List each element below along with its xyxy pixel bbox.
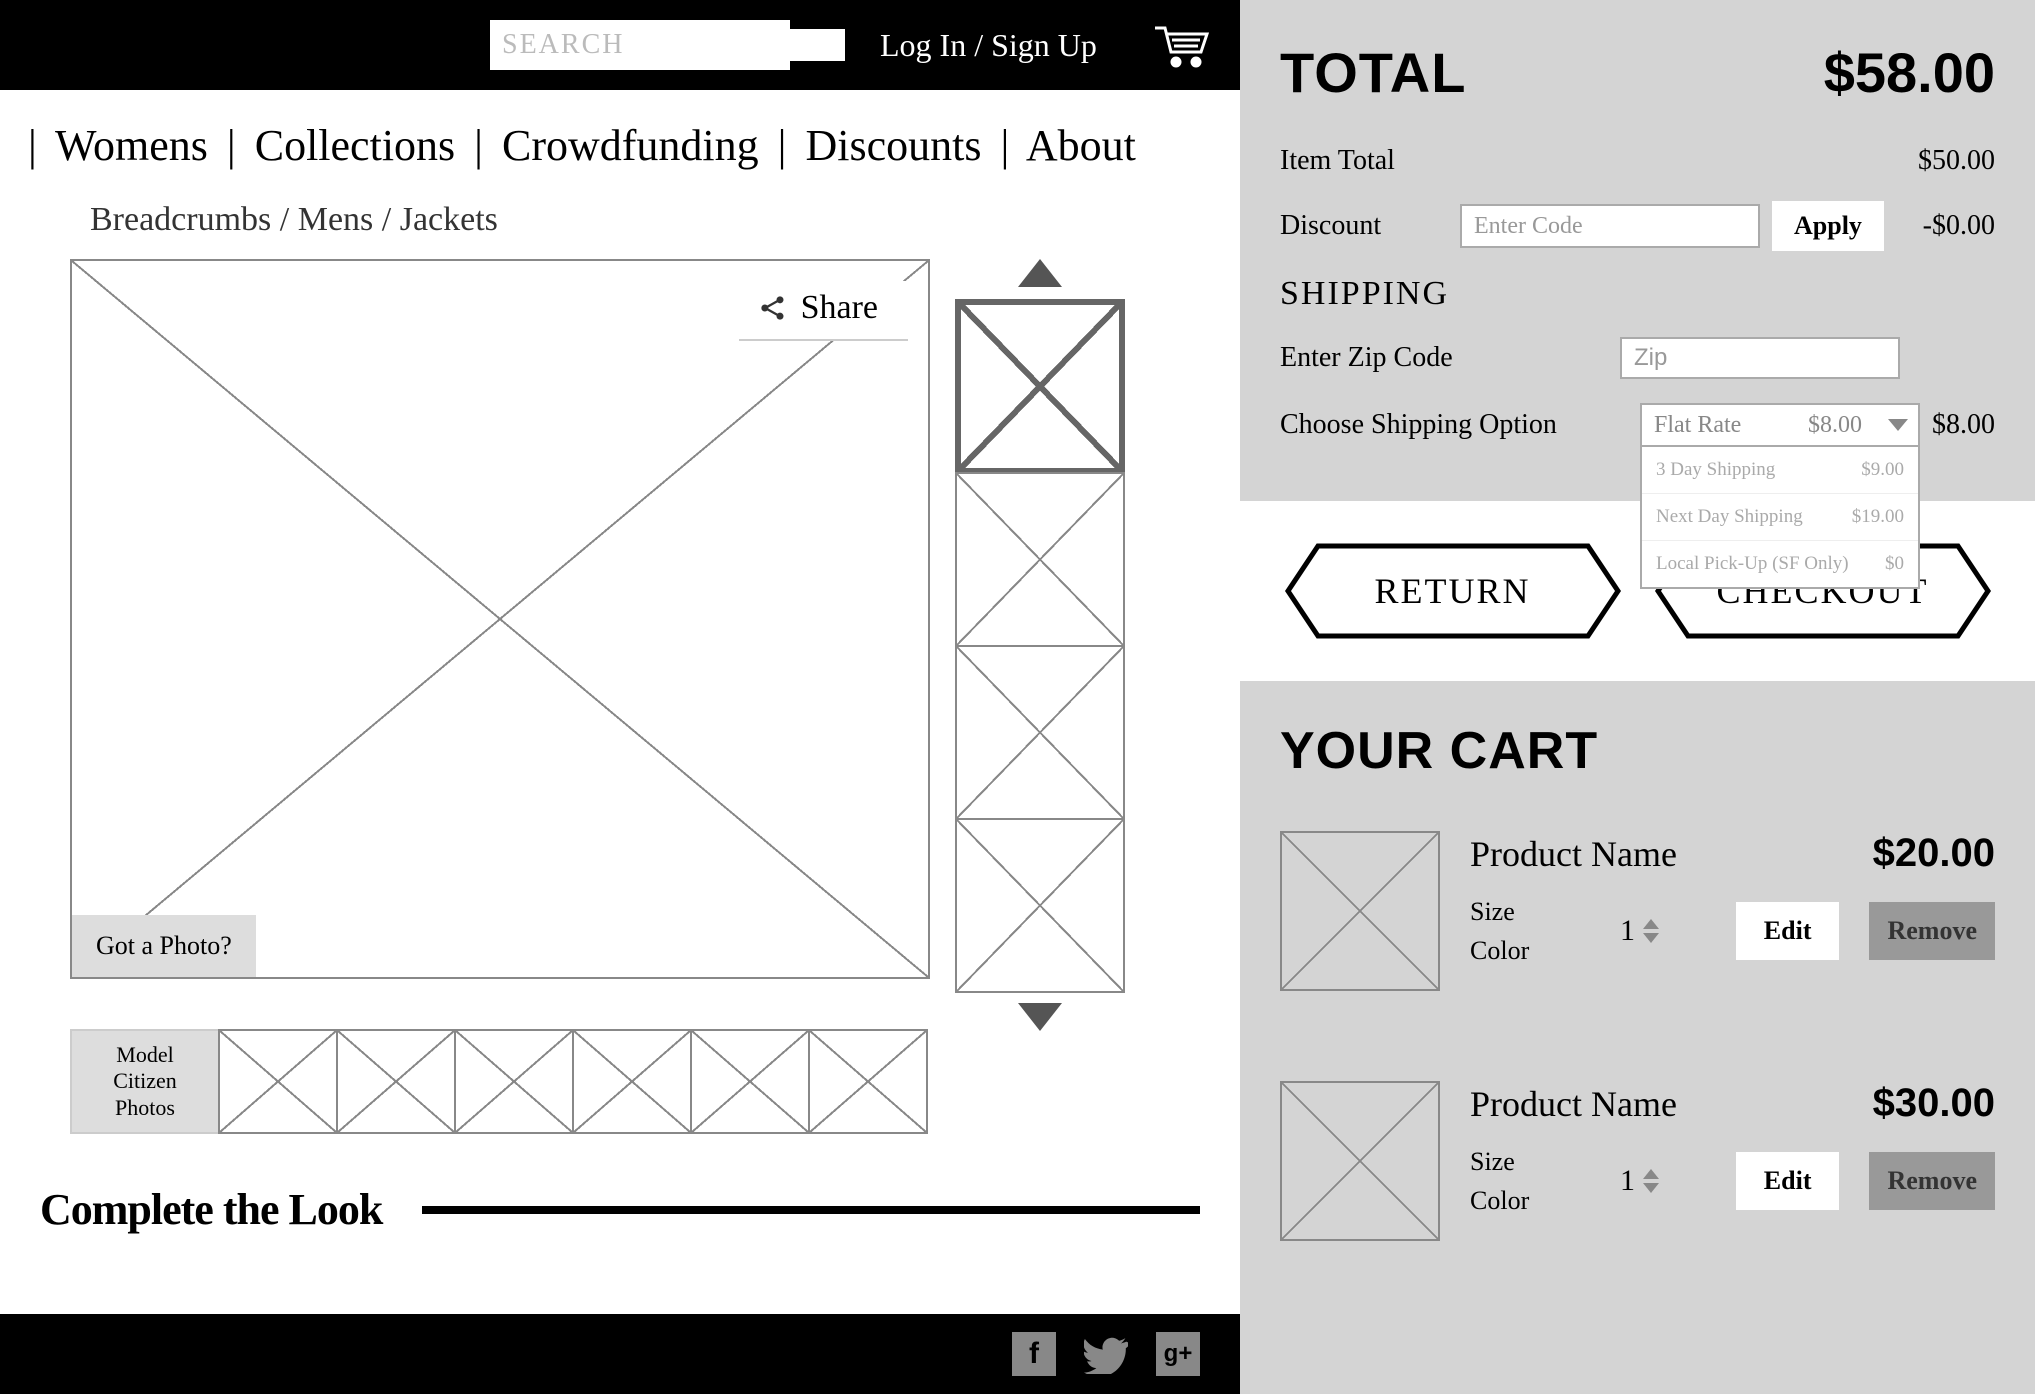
discount-code-input[interactable] <box>1460 204 1760 248</box>
cart-item-price: $20.00 <box>1873 831 1995 876</box>
product-thumb[interactable] <box>955 645 1125 820</box>
chevron-down-icon <box>1888 419 1908 431</box>
complete-the-look-heading: Complete the Look <box>40 1184 382 1235</box>
product-thumb[interactable] <box>955 472 1125 647</box>
share-button[interactable]: Share <box>739 281 908 341</box>
twitter-icon[interactable] <box>1084 1332 1128 1376</box>
shipping-dropdown: 3 Day Shipping $9.00 Next Day Shipping $… <box>1640 447 1920 589</box>
product-thumb[interactable] <box>955 299 1125 474</box>
header-bar: Log In / Sign Up <box>0 0 1240 90</box>
discount-label: Discount <box>1280 210 1460 242</box>
main-nav: | Womens | Collections | Crowdfunding | … <box>0 90 1240 191</box>
return-button[interactable]: RETURN <box>1283 541 1623 641</box>
product-thumb[interactable] <box>955 818 1125 993</box>
qty-down-icon[interactable] <box>1643 1183 1659 1193</box>
footer-bar: f g+ <box>0 1314 1240 1394</box>
remove-button[interactable]: Remove <box>1869 902 1995 960</box>
quantity-stepper[interactable]: 1 <box>1620 1164 1659 1198</box>
cart-item: Product Name $20.00 Size Color 1 <box>1280 831 1995 991</box>
cart-item-attrs: Size Color <box>1470 892 1590 970</box>
total-label: TOTAL <box>1280 40 1466 105</box>
got-a-photo-button[interactable]: Got a Photo? <box>72 915 256 977</box>
shipping-heading: SHIPPING <box>1280 275 1995 313</box>
shipping-option[interactable]: Next Day Shipping $19.00 <box>1642 494 1918 541</box>
model-citizen-label[interactable]: Model Citizen Photos <box>70 1029 220 1134</box>
cart-icon[interactable] <box>1150 20 1210 70</box>
cart-item: Product Name $30.00 Size Color 1 <box>1280 1081 1995 1241</box>
nav-discounts[interactable]: Discounts <box>805 121 981 170</box>
nav-about[interactable]: About <box>1026 121 1136 170</box>
strip-thumb[interactable] <box>336 1029 456 1134</box>
strip-thumb[interactable] <box>572 1029 692 1134</box>
totals-panel: TOTAL $58.00 Item Total $50.00 Discount … <box>1240 0 2035 501</box>
nav-crowdfunding[interactable]: Crowdfunding <box>502 121 759 170</box>
shipping-option-label: Choose Shipping Option <box>1280 409 1620 441</box>
product-main-image[interactable]: Share Got a Photo? <box>70 259 930 979</box>
nav-collections[interactable]: Collections <box>255 121 455 170</box>
zip-label: Enter Zip Code <box>1280 342 1500 374</box>
search-input[interactable] <box>502 29 845 61</box>
breadcrumb[interactable]: Breadcrumbs / Mens / Jackets <box>0 191 1240 259</box>
cart-item-image[interactable] <box>1280 1081 1440 1241</box>
divider <box>422 1206 1200 1214</box>
qty-up-icon[interactable] <box>1643 1169 1659 1179</box>
model-citizen-strip: Model Citizen Photos <box>0 1029 1240 1134</box>
cart-panel: YOUR CART Product Name $20.00 Size Color… <box>1240 681 2035 1371</box>
qty-value: 1 <box>1620 914 1635 948</box>
google-plus-icon[interactable]: g+ <box>1156 1332 1200 1376</box>
strip-thumb[interactable] <box>218 1029 338 1134</box>
shipping-select[interactable]: Flat Rate $8.00 <box>1640 403 1920 447</box>
total-amount: $58.00 <box>1824 40 1995 105</box>
edit-button[interactable]: Edit <box>1736 1152 1840 1210</box>
strip-thumb[interactable] <box>808 1029 928 1134</box>
edit-button[interactable]: Edit <box>1736 902 1840 960</box>
cart-item-attrs: Size Color <box>1470 1142 1590 1220</box>
qty-up-icon[interactable] <box>1643 919 1659 929</box>
shipping-option[interactable]: Local Pick-Up (SF Only) $0 <box>1642 541 1918 587</box>
thumb-arrow-down[interactable] <box>1018 1003 1062 1031</box>
share-icon <box>759 294 787 322</box>
discount-value: -$0.00 <box>1923 210 1995 242</box>
strip-thumb[interactable] <box>690 1029 810 1134</box>
cart-heading: YOUR CART <box>1280 721 1995 781</box>
facebook-icon[interactable]: f <box>1012 1332 1056 1376</box>
apply-button[interactable]: Apply <box>1772 201 1884 251</box>
shipping-option[interactable]: 3 Day Shipping $9.00 <box>1642 447 1918 494</box>
shipping-value: $8.00 <box>1932 409 1995 441</box>
shipping-selected-name: Flat Rate <box>1654 412 1741 439</box>
login-signup-link[interactable]: Log In / Sign Up <box>880 27 1097 64</box>
strip-thumb[interactable] <box>454 1029 574 1134</box>
nav-womens[interactable]: Womens <box>55 121 208 170</box>
item-total-value: $50.00 <box>1918 145 1995 177</box>
cart-item-image[interactable] <box>1280 831 1440 991</box>
qty-value: 1 <box>1620 1164 1635 1198</box>
quantity-stepper[interactable]: 1 <box>1620 914 1659 948</box>
remove-button[interactable]: Remove <box>1869 1152 1995 1210</box>
thumbnail-column <box>950 259 1130 1031</box>
shipping-selected-price: $8.00 <box>1808 412 1862 439</box>
cart-item-name: Product Name <box>1470 1083 1677 1125</box>
search-box[interactable] <box>490 20 790 70</box>
thumb-arrow-up[interactable] <box>1018 259 1062 287</box>
zip-input[interactable] <box>1620 337 1900 379</box>
cart-item-price: $30.00 <box>1873 1081 1995 1126</box>
share-label: Share <box>801 289 878 327</box>
qty-down-icon[interactable] <box>1643 933 1659 943</box>
item-total-label: Item Total <box>1280 145 1460 177</box>
cart-item-name: Product Name <box>1470 833 1677 875</box>
